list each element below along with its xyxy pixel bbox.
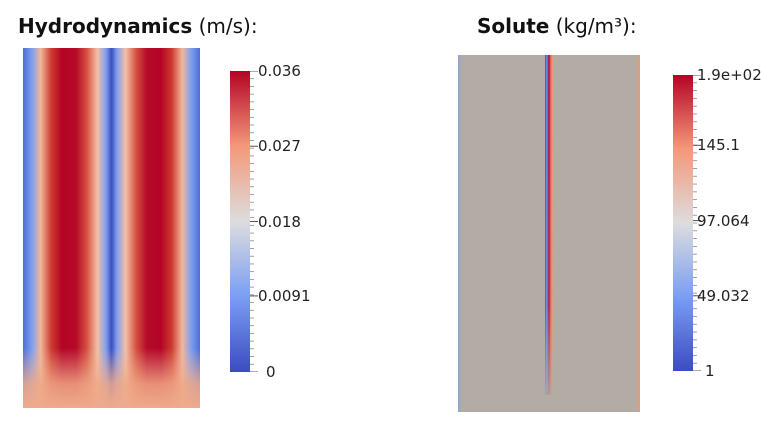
colorbar-tick-label: 0 [266,363,276,381]
solute-colorbar-ticks [693,75,701,371]
hydrodynamics-colorbar [230,71,250,372]
colorbar-tick-label: 1 [705,362,715,380]
solute-plume [545,55,554,395]
colorbar-tick-label: 0.036 [258,62,301,80]
colorbar-tick-label: 1.9e+02 [697,66,761,84]
hydrodynamics-title: Hydrodynamics (m/s): [18,14,258,38]
hydrodynamics-outlet-region [23,348,200,408]
hydrodynamics-colorbar-ticks [250,71,258,372]
solute-title: Solute (kg/m³): [477,14,637,38]
solute-left-boundary [458,55,462,412]
solute-title-name: Solute [477,14,550,38]
colorbar-tick-label: 0.027 [258,137,301,156]
hydrodynamics-title-name: Hydrodynamics [18,14,193,38]
solute-colorbar [673,75,693,371]
hydrodynamics-title-unit: (m/s): [198,14,258,38]
colorbar-tick-label: 145.1 [697,136,740,155]
solute-right-boundary [636,55,640,412]
solute-field [458,55,640,412]
colorbar-tick-label: 0.018 [258,212,301,231]
hydrodynamics-field [23,48,200,408]
colorbar-tick-label: 97.064 [697,211,750,230]
colorbar-tick-label: 49.032 [697,286,750,305]
colorbar-tick-label: 0.0091 [258,286,311,305]
solute-title-unit: (kg/m³): [555,14,637,38]
